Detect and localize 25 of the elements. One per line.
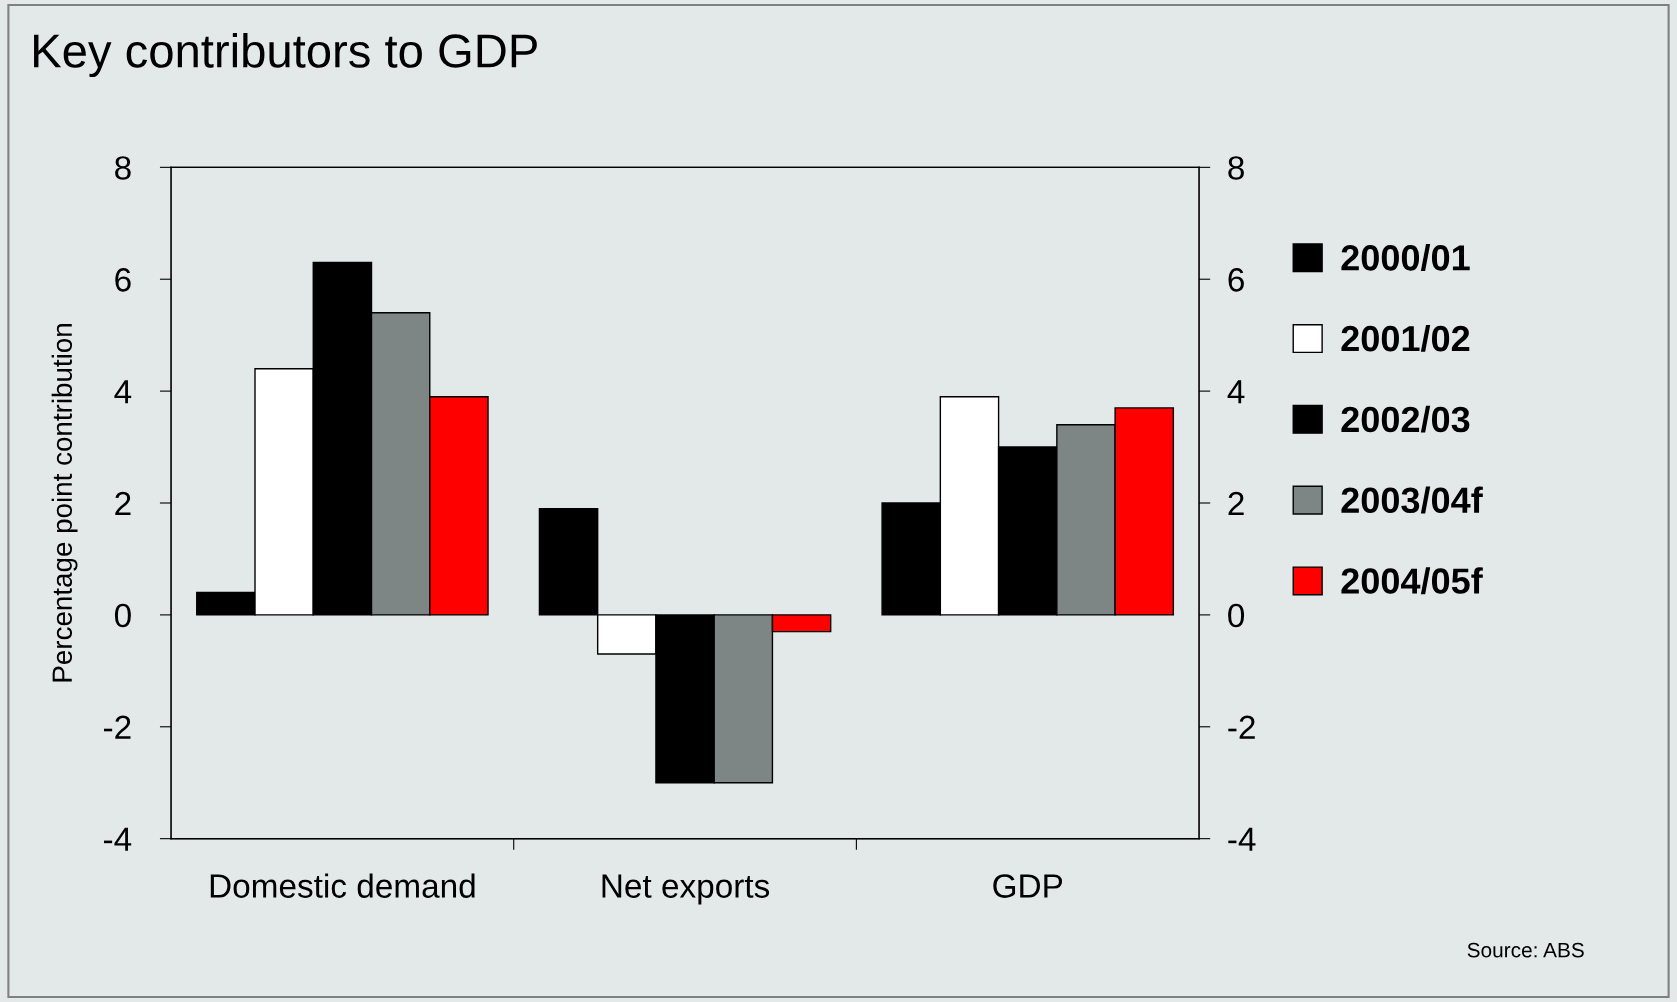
y2-tick-label: 4	[1227, 380, 1245, 404]
legend-label: 2004/05f	[1341, 567, 1483, 595]
y-tick-label: 0	[114, 603, 131, 628]
y2-tick-label: 6	[1228, 268, 1244, 292]
y-tick-label: 4	[114, 380, 132, 404]
chart-title: Key contributors to GDP	[34, 33, 537, 78]
source-note: Source: ABS	[1467, 942, 1584, 958]
y-axis-title: Percentage point contribution	[51, 324, 78, 682]
y2-tick-label: 2	[1228, 491, 1244, 516]
y-tick-label: -4	[104, 827, 132, 851]
y2-tick-label: -2	[1228, 715, 1255, 739]
legend-label: 2003/04f	[1341, 486, 1483, 514]
y-tick-label: -2	[104, 715, 131, 739]
y-tick-label: 2	[115, 491, 131, 516]
y-tick-label: 8	[115, 156, 131, 180]
x-tick-label: Net exports	[602, 874, 770, 905]
y-tick-label: 6	[115, 268, 131, 292]
legend-label: 2002/03	[1341, 405, 1470, 433]
x-tick-label: Domestic demand	[210, 873, 475, 898]
legend-label: 2001/02	[1341, 324, 1470, 352]
x-tick-label: GDP	[993, 874, 1063, 898]
y2-tick-label: 8	[1228, 156, 1244, 180]
y2-tick-label: 0	[1228, 603, 1245, 628]
legend-label: 2000/01	[1341, 244, 1470, 271]
y2-tick-label: -4	[1228, 827, 1256, 851]
